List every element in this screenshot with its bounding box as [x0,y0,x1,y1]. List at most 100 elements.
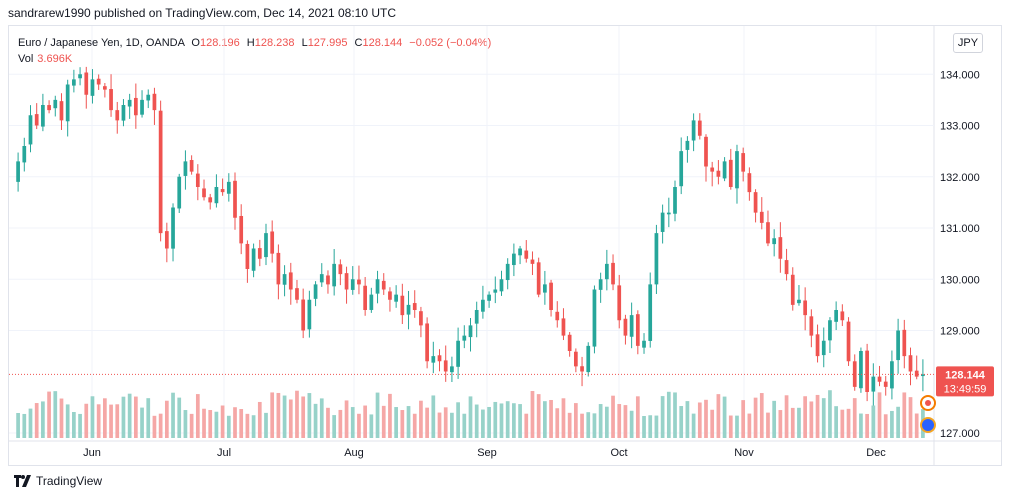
footer-branding[interactable]: TradingView [14,474,102,488]
candle-body [164,231,169,249]
volume-bar [319,398,324,438]
volume-bar [530,391,535,438]
candle-body [177,176,182,209]
volume-bar [697,402,702,438]
candle-body [400,295,405,316]
volume-bar [518,404,522,438]
volume-bar [313,403,318,438]
candle-body [797,299,801,304]
volume-bar [406,406,411,438]
volume-bar [852,398,857,438]
low-value: 127.995 [307,37,348,49]
volume-bar [65,404,70,438]
volume-bar [344,400,349,438]
volume-bar [685,401,690,438]
candle-body [883,381,888,387]
volume-bar [450,412,454,438]
candle-body [821,340,826,356]
candle-body [226,181,231,194]
candle-body [239,215,244,244]
volume-bar [871,405,876,438]
candle-body [772,238,777,245]
candle-body [301,299,306,331]
volume-bar [877,392,882,438]
volume-bar [375,392,380,438]
candle-body [902,329,907,357]
candle-body [189,160,194,172]
candle-body [133,97,138,116]
volume-bar [338,409,343,438]
candle-body [493,289,498,293]
volume-bar [840,409,845,438]
candle-body [319,274,324,283]
volume-bar [487,406,491,438]
candle-body [871,376,876,392]
candle-body [586,345,591,373]
volume-bar [388,393,392,438]
candle-body [121,105,126,121]
candle-body [270,231,275,254]
candle-body [840,311,845,321]
volume-bar [722,396,727,438]
candle-body [759,211,764,223]
volume-bar [90,396,95,438]
candle-body [555,311,560,321]
candle-body [34,114,39,126]
candle-body [753,192,758,213]
volume-group [16,390,925,438]
candle-body [481,299,485,312]
candle-body [171,207,175,249]
symbol-name[interactable]: Euro / Japanese Yen, 1D, OANDA [18,37,185,49]
volume-bar [16,412,20,438]
candle-body [518,248,522,256]
candle-body [735,151,739,189]
volume-bar [543,401,547,438]
volume-bar [431,395,436,438]
candle-body [648,284,653,341]
candle-body [611,262,615,285]
volume-bar [462,413,467,438]
candle-body [90,79,95,96]
volume-bar [239,409,244,438]
volume-bar [778,410,783,438]
volume-bar [164,400,169,438]
volume-bar [400,410,405,438]
candle-body [443,360,448,372]
candle-body [592,289,597,347]
candle-body [654,233,659,285]
candle-body [65,84,70,122]
candle-body [208,197,213,203]
y-tick-label: 134.000 [940,69,980,81]
candle-body [251,248,256,271]
price-badge-bg [936,366,994,397]
volume-bar [598,404,603,438]
volume-bar [635,396,640,438]
candle-body [350,279,355,290]
volume-bar [96,404,101,438]
currency-button[interactable]: JPY [953,33,983,53]
volume-bar [363,405,368,438]
volume-bar [34,403,39,438]
volume-bar [561,398,566,438]
candle-body [152,93,157,111]
close-label: C [354,37,363,49]
volume-bar [753,397,758,438]
candle-body [512,253,516,266]
volume-bar [121,396,126,438]
candle-body [573,351,578,367]
volume-bar [158,413,163,438]
high-value: 128.238 [254,37,295,49]
volume-bar [301,396,306,438]
volume-bar [276,392,281,438]
volume-bar [109,404,113,438]
candle-body [103,86,107,90]
x-tick-label: Jun [83,447,101,459]
volume-bar [350,407,355,438]
candle-body [295,288,299,300]
candle-body [908,355,913,372]
candle-body [468,325,473,338]
tradingview-logo-icon [14,475,31,487]
publish-info: sandrarew1990 published on TradingView.c… [8,6,397,20]
volume-bar [567,412,572,438]
